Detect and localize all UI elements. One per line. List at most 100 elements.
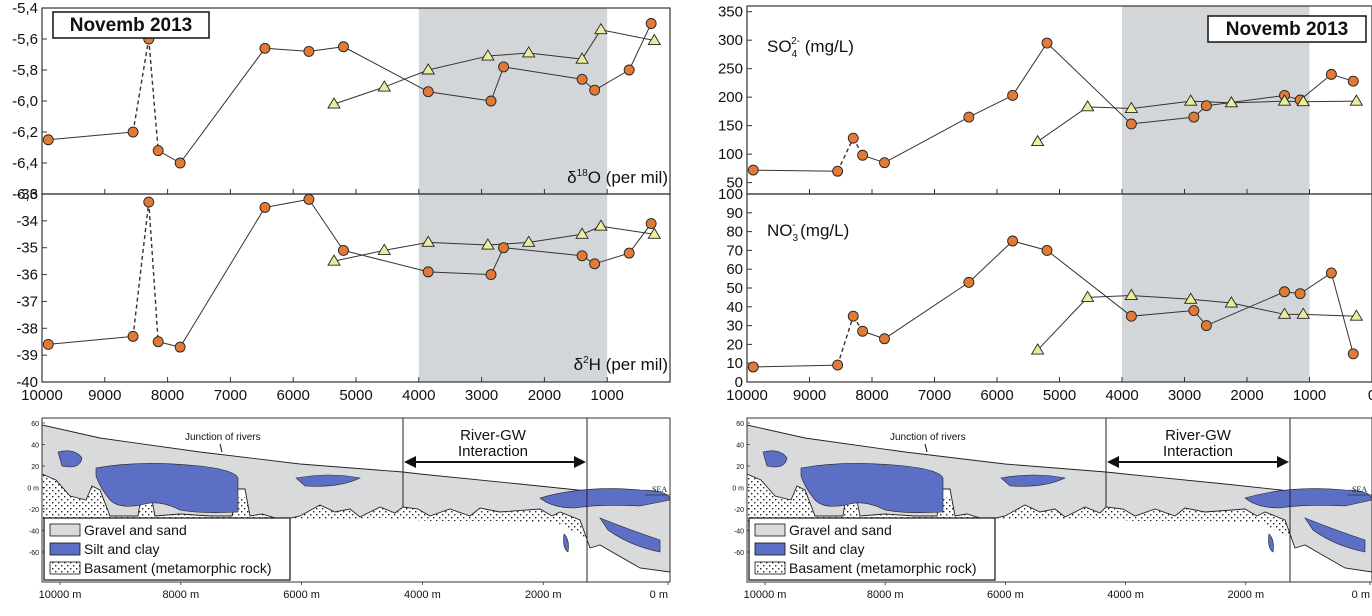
right-section-y-label: -20 [734,507,744,514]
right-silt-lens-5 [1304,517,1366,553]
o18-circle-series-segment [490,66,505,102]
h2-triangle-point [377,243,392,255]
right-section-x-label: 8000 m [867,589,904,601]
h2-circle-series-segment [132,201,150,337]
no3-circle-point [1125,310,1137,322]
h2-circle-point [422,266,434,278]
so4-circle-point [1325,68,1337,80]
o18-triangle-point [421,63,436,75]
h2-y-tick-label: -37 [16,293,38,310]
o18-circle-point [485,95,497,107]
h2-y-tick-label: -40 [16,374,38,391]
h2-triangle-point [575,227,589,239]
so4-circle-series-segment [1206,94,1285,107]
o18-y-tick-label: -6,2 [12,124,38,141]
so4-triangle-point [1080,99,1095,112]
so4-circle-series-segment [1012,42,1048,96]
left-x-tick-label: 8000 [151,387,184,404]
so4-circle-point [847,132,859,144]
right-x-tick-label: 1000 [1293,387,1326,404]
no3-circle-series-segment [1299,272,1332,295]
h2-triangle-series-segment [333,249,385,262]
o18-label-delta: δ [567,168,576,187]
h2-circle-series-segment [179,207,266,348]
left-interaction-label-1: River-GW [460,427,527,444]
right-interaction-label-2: Interaction [1163,443,1233,460]
so4-triangle-series-segment [1087,106,1132,110]
so4-circle-series-segment [1299,73,1332,101]
no3-circle-series-segment [1012,240,1048,251]
right-section-y-label: -40 [734,529,744,536]
o18-circle-point [623,64,635,76]
left-legend-box [43,517,291,581]
o18-circle-point [645,18,657,29]
left-x-tick-label: 2000 [528,387,561,404]
no3-triangle-point [1349,309,1364,321]
h2-triangle-point [481,238,495,250]
left-x-tick-label: 3000 [465,387,498,404]
no3-circle-point [847,310,859,322]
so4-triangle-series-segment [1190,100,1232,104]
right-title-box [1207,15,1367,43]
so4-circle-point [1125,118,1137,130]
no3-circle-series-segment [1206,291,1285,327]
so4-label-unit: (mg/L) [800,37,854,56]
o18-triangle-point [377,80,392,92]
right-legend-swatch-basement [754,561,786,575]
o18-y-tick-label: -5,4 [12,0,38,17]
right-section-legend: Gravel and sand Silt and clay Basament (… [748,517,996,581]
o18-circle-series-segment [343,46,429,93]
no3-triangle-series-segment [1037,297,1088,351]
h2-circle-point [589,258,601,270]
h2-triangle-point [594,219,608,231]
o18-circle-point [152,145,164,157]
h2-triangle-point [647,227,662,239]
so4-triangle-series-segment [1037,106,1088,142]
right-bottom-panel-frame [746,193,1372,383]
no3-circle-point [1188,305,1200,317]
o18-y-tick-label: -6,6 [12,186,38,203]
right-x-tick-label: 10000 [726,387,768,404]
left-legend-silt: Silt and clay [84,541,159,557]
left-x-tick-label: 1000 [591,387,624,404]
left-legend-swatch-silt [49,542,81,556]
no3-circle-point [879,333,890,345]
right-legend-gravel: Gravel and sand [789,522,892,538]
left-section-y-label: 20 [31,464,39,471]
h2-triangle-series-segment [428,241,488,246]
h2-circle-series-segment [48,335,134,345]
right-charts: 5010015020025030035001020304050607080901… [718,4,1372,404]
no3-circle-series-segment [1046,250,1132,317]
right-section-y-label: -60 [734,550,744,557]
o18-circle-series-segment [148,38,159,151]
right-x-tick-label: 4000 [1105,387,1138,404]
o18-y-tick-label: -5,8 [12,62,38,79]
right-section-y-label: 60 [736,421,744,428]
left-title: Novemb 2013 [70,15,193,36]
right-sea-label: SEA [1352,485,1367,494]
so4-circle-point [1188,111,1200,123]
left-silt-lens-5 [599,517,661,553]
so4-label-sub: 4 [792,49,798,60]
no3-triangle-point [1080,290,1095,302]
no3-y-tick-label: 70 [726,242,743,259]
o18-y-tick-label: -6,0 [12,93,38,110]
o18-triangle-series-segment [333,86,385,105]
no3-triangle-series-segment [1087,295,1132,298]
h2-y-tick-label: -38 [16,320,38,337]
right-x-tick-label: 2000 [1230,387,1263,404]
o18-circle-point [422,86,434,98]
so4-y-tick-label: 350 [718,4,743,21]
no3-y-tick-label: 90 [726,205,743,222]
left-interaction-label-2: Interaction [458,443,528,460]
o18-circle-point [259,42,271,54]
so4-circle-point [832,165,844,177]
left-silt-lens-1 [57,450,83,468]
h2-circle-point [259,201,271,213]
left-silt-lens-3 [295,474,361,487]
so4-triangle-point [1224,95,1239,108]
o18-axis-label: δ18O (per mil) [567,168,668,187]
so4-circle-point [1200,100,1212,112]
left-x-tick-label: 7000 [214,387,247,404]
left-charts: -6,6 -6,4 -6,2 -6,0 -5,8 -5,6 -5,4 -40 -39 -38 -37… [12,0,671,404]
